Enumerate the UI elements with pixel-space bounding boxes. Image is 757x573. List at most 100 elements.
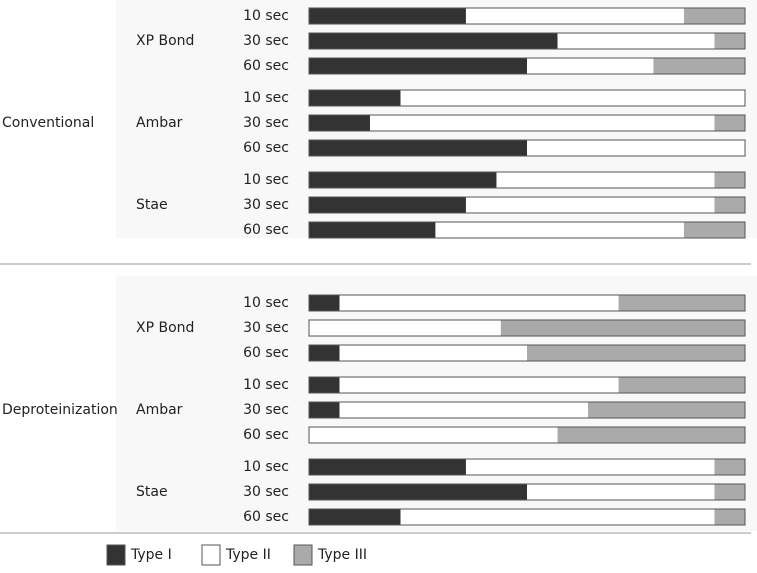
time-label: 10 sec — [243, 295, 289, 311]
time-label: 30 sec — [243, 484, 289, 500]
bar-segment-type-ii — [309, 427, 558, 443]
bar-segment-type-i — [309, 484, 527, 500]
bar-segment-type-ii — [465, 8, 684, 24]
bar-segment-type-i — [309, 377, 340, 393]
bar-segment-type-ii — [527, 140, 745, 156]
bar-segment-type-ii — [339, 345, 527, 361]
bar-outline — [308, 344, 746, 362]
bar-segment-type-iii — [714, 197, 745, 213]
bar-segment-type-ii — [370, 115, 715, 131]
material-label: XP Bond — [136, 33, 194, 49]
bar-outline — [308, 426, 746, 444]
time-label: 10 sec — [243, 90, 289, 106]
material-label: Stae — [136, 484, 168, 500]
bar-outline — [308, 483, 746, 501]
bar-outline — [308, 221, 746, 239]
bar-segment-type-i — [309, 509, 401, 525]
legend-label: Type III — [317, 547, 367, 563]
bar-segment-type-ii — [400, 509, 715, 525]
bar-segment-type-ii — [400, 90, 745, 106]
time-label: 60 sec — [243, 140, 289, 156]
bar-segment-type-ii — [339, 402, 589, 418]
bar-segment-type-ii — [557, 33, 715, 49]
bar-segment-type-iii — [714, 484, 745, 500]
bar-segment-type-ii — [465, 459, 715, 475]
legend-swatch-type-iii — [293, 544, 313, 566]
bar-segment-type-i — [309, 33, 558, 49]
time-label: 10 sec — [243, 172, 289, 188]
bar-segment-type-i — [309, 197, 466, 213]
group-label: Conventional — [2, 115, 94, 131]
time-label: 60 sec — [243, 222, 289, 238]
time-label: 10 sec — [243, 459, 289, 475]
bar-segment-type-ii — [309, 320, 501, 336]
bar-outline — [308, 139, 746, 157]
bar-segment-type-iii — [500, 320, 745, 336]
bar-segment-type-iii — [653, 58, 745, 74]
bar-segment-type-iii — [714, 459, 745, 475]
bar-outline — [308, 32, 746, 50]
bar-segment-type-iii — [683, 8, 745, 24]
bar-segment-type-i — [309, 459, 466, 475]
bar-outline — [308, 171, 746, 189]
bar-segment-type-ii — [339, 377, 619, 393]
bar-segment-type-iii — [618, 377, 745, 393]
time-label: 30 sec — [243, 402, 289, 418]
bar-segment-type-iii — [557, 427, 745, 443]
bar-segment-type-ii — [339, 295, 619, 311]
bar-segment-type-i — [309, 172, 497, 188]
bar-segment-type-i — [309, 295, 340, 311]
bar-outline — [308, 319, 746, 337]
bar-segment-type-ii — [496, 172, 715, 188]
bar-segment-type-i — [309, 58, 527, 74]
legend-swatch-type-i — [106, 544, 126, 566]
time-label: 10 sec — [243, 377, 289, 393]
legend-label: Type I — [130, 547, 172, 563]
bar-segment-type-i — [309, 222, 436, 238]
bar-segment-type-iii — [714, 33, 745, 49]
bar-outline — [308, 508, 746, 526]
bar-outline — [308, 7, 746, 25]
bar-segment-type-i — [309, 345, 340, 361]
bar-segment-type-iii — [618, 295, 745, 311]
bar-segment-type-iii — [527, 345, 745, 361]
bar-segment-type-i — [309, 402, 340, 418]
time-label: 10 sec — [243, 8, 289, 24]
time-label: 60 sec — [243, 427, 289, 443]
bar-segment-type-ii — [527, 484, 715, 500]
bar-segment-type-i — [309, 140, 527, 156]
bar-segment-type-iii — [714, 172, 745, 188]
bar-segment-type-i — [309, 8, 466, 24]
bar-segment-type-i — [309, 115, 371, 131]
bar-segment-type-iii — [588, 402, 745, 418]
material-label: Stae — [136, 197, 168, 213]
group-label: Deproteinization — [2, 402, 118, 418]
time-label: 30 sec — [243, 197, 289, 213]
material-label: Ambar — [136, 402, 183, 418]
time-label: 60 sec — [243, 345, 289, 361]
bar-outline — [308, 89, 746, 107]
material-label: XP Bond — [136, 320, 194, 336]
bar-outline — [308, 376, 746, 394]
bar-segment-type-iii — [714, 509, 745, 525]
legend-label: Type II — [225, 547, 271, 563]
bar-segment-type-ii — [465, 197, 715, 213]
time-label: 60 sec — [243, 58, 289, 74]
bar-outline — [308, 458, 746, 476]
bar-outline — [308, 196, 746, 214]
legend-swatch-type-ii — [201, 544, 221, 566]
time-label: 60 sec — [243, 509, 289, 525]
bar-outline — [308, 401, 746, 419]
time-label: 30 sec — [243, 33, 289, 49]
time-label: 30 sec — [243, 320, 289, 336]
bar-segment-type-iii — [714, 115, 745, 131]
time-label: 30 sec — [243, 115, 289, 131]
bar-segment-type-ii — [527, 58, 654, 74]
bar-outline — [308, 114, 746, 132]
bar-segment-type-iii — [683, 222, 745, 238]
bar-outline — [308, 294, 746, 312]
material-label: Ambar — [136, 115, 183, 131]
bar-outline — [308, 57, 746, 75]
bar-segment-type-i — [309, 90, 401, 106]
